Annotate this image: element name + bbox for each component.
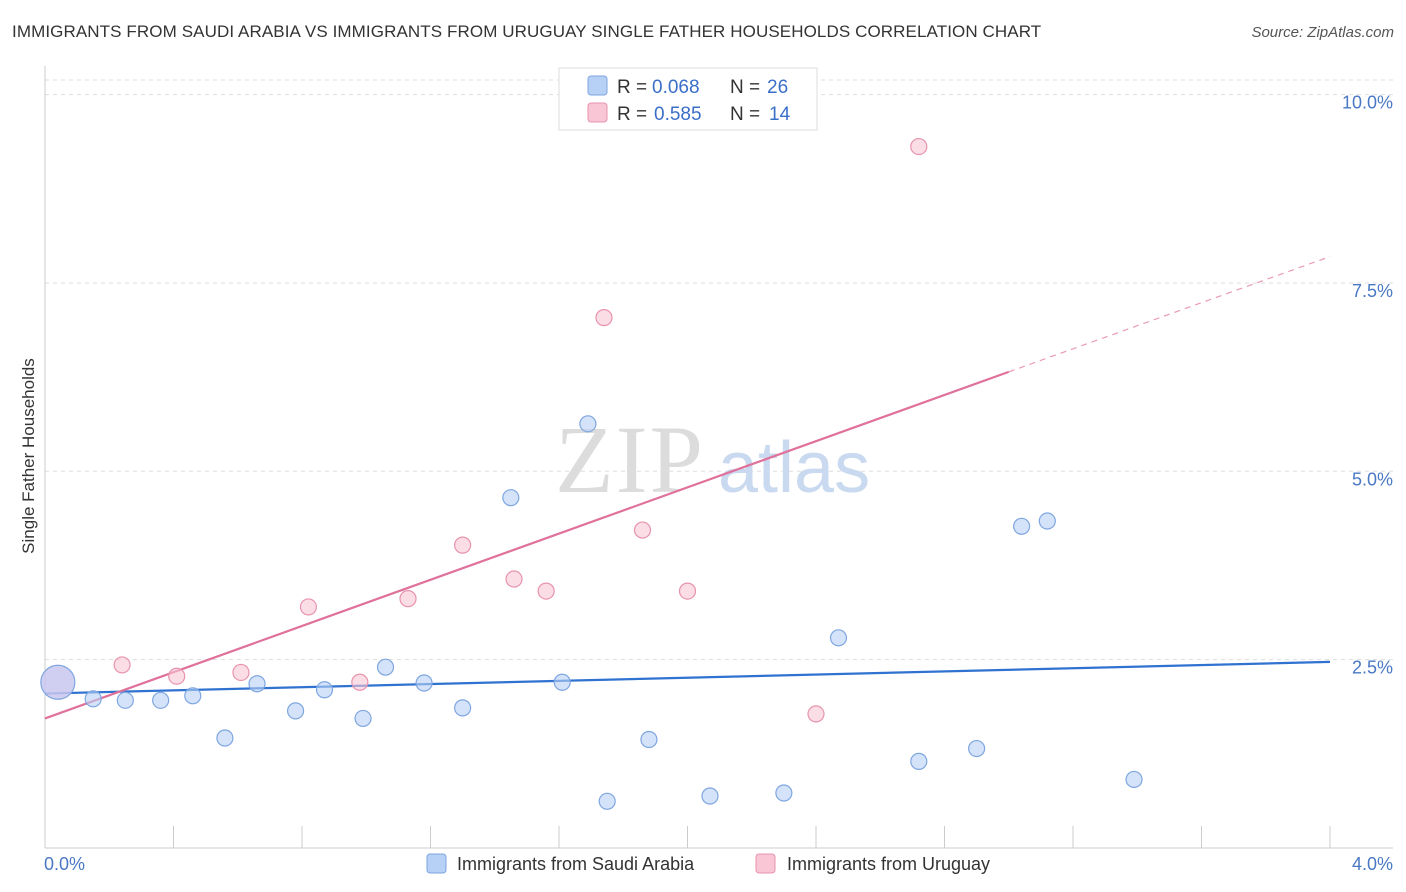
data-point bbox=[505, 570, 523, 588]
data-point bbox=[910, 752, 928, 770]
legend-swatch-uruguay bbox=[587, 102, 608, 123]
data-point bbox=[116, 691, 134, 709]
data-points bbox=[40, 137, 1143, 810]
data-point bbox=[1012, 517, 1031, 535]
legend-r-value: 0.068 bbox=[652, 77, 700, 98]
data-point bbox=[351, 673, 369, 691]
legend-top: R = 0.068 N = 26 R = 0.585 N = 14 bbox=[558, 67, 818, 131]
data-point bbox=[454, 699, 472, 717]
x-tick-label: 0.0% bbox=[44, 854, 85, 874]
gridlines bbox=[45, 79, 1393, 661]
y-tick-label: 5.0% bbox=[1352, 469, 1393, 489]
data-point bbox=[1125, 770, 1143, 789]
y-tick-labels: 2.5% 5.0% 7.5% 10.0% bbox=[1342, 93, 1393, 678]
data-point bbox=[168, 667, 186, 685]
data-point bbox=[286, 702, 305, 720]
data-point bbox=[775, 784, 793, 802]
data-point bbox=[299, 598, 318, 616]
data-point bbox=[598, 792, 616, 810]
data-point bbox=[454, 536, 472, 554]
watermark-zip: ZIP bbox=[555, 406, 705, 513]
legend-n-label: N = bbox=[730, 77, 760, 98]
data-point bbox=[40, 664, 76, 700]
data-point bbox=[701, 787, 719, 805]
data-point bbox=[1038, 512, 1056, 530]
data-point bbox=[113, 656, 131, 674]
chart-title: IMMIGRANTS FROM SAUDI ARABIA VS IMMIGRAN… bbox=[12, 22, 1042, 41]
data-point bbox=[807, 705, 825, 723]
legend-r-label: R = bbox=[617, 77, 647, 98]
data-point bbox=[84, 690, 102, 708]
trend-lines bbox=[44, 256, 1331, 720]
y-tick-label: 2.5% bbox=[1352, 658, 1393, 678]
data-point bbox=[553, 673, 571, 691]
data-point bbox=[232, 663, 250, 682]
data-point bbox=[595, 309, 613, 327]
legend-bottom-swatch-saudi-arabia bbox=[426, 853, 447, 874]
y-tick-label: 10.0% bbox=[1342, 93, 1393, 113]
data-point bbox=[678, 582, 697, 600]
trend-line bbox=[44, 370, 1010, 720]
legend-n-value: 14 bbox=[769, 104, 791, 125]
data-point bbox=[152, 691, 170, 709]
data-point bbox=[502, 489, 520, 507]
x-tick-label: 4.0% bbox=[1352, 854, 1393, 874]
data-point bbox=[315, 681, 334, 699]
data-point bbox=[968, 739, 986, 758]
y-tick-label: 7.5% bbox=[1352, 281, 1393, 301]
trend-line-extension bbox=[1008, 256, 1331, 373]
data-point bbox=[216, 729, 234, 747]
x-tick-labels: 0.0% 4.0% bbox=[44, 854, 1393, 874]
watermark: ZIP atlas bbox=[555, 406, 870, 513]
data-point bbox=[537, 582, 555, 600]
legend-n-label: N = bbox=[730, 104, 760, 125]
legend-swatch-saudi-arabia bbox=[587, 75, 608, 96]
data-point bbox=[184, 687, 202, 705]
legend-bottom-label-saudi-arabia: Immigrants from Saudi Arabia bbox=[457, 854, 695, 874]
data-point bbox=[376, 658, 395, 676]
data-point bbox=[579, 415, 597, 433]
data-point bbox=[354, 709, 372, 728]
legend-bottom-swatch-uruguay bbox=[755, 853, 776, 874]
legend-r-value: 0.585 bbox=[654, 104, 702, 125]
data-point bbox=[415, 674, 433, 692]
legend-bottom: Immigrants from Saudi Arabia Immigrants … bbox=[426, 853, 990, 874]
legend-r-label: R = bbox=[617, 104, 647, 125]
data-point bbox=[829, 629, 848, 647]
data-point bbox=[633, 521, 652, 539]
legend-bottom-label-uruguay: Immigrants from Uruguay bbox=[787, 854, 990, 874]
y-axis-label: Single Father Households bbox=[19, 358, 38, 554]
data-point bbox=[640, 730, 658, 749]
data-point bbox=[399, 590, 417, 608]
data-point bbox=[248, 675, 266, 693]
data-point bbox=[910, 137, 928, 156]
legend-n-value: 26 bbox=[767, 77, 788, 98]
chart-source: Source: ZipAtlas.com bbox=[1251, 24, 1394, 41]
